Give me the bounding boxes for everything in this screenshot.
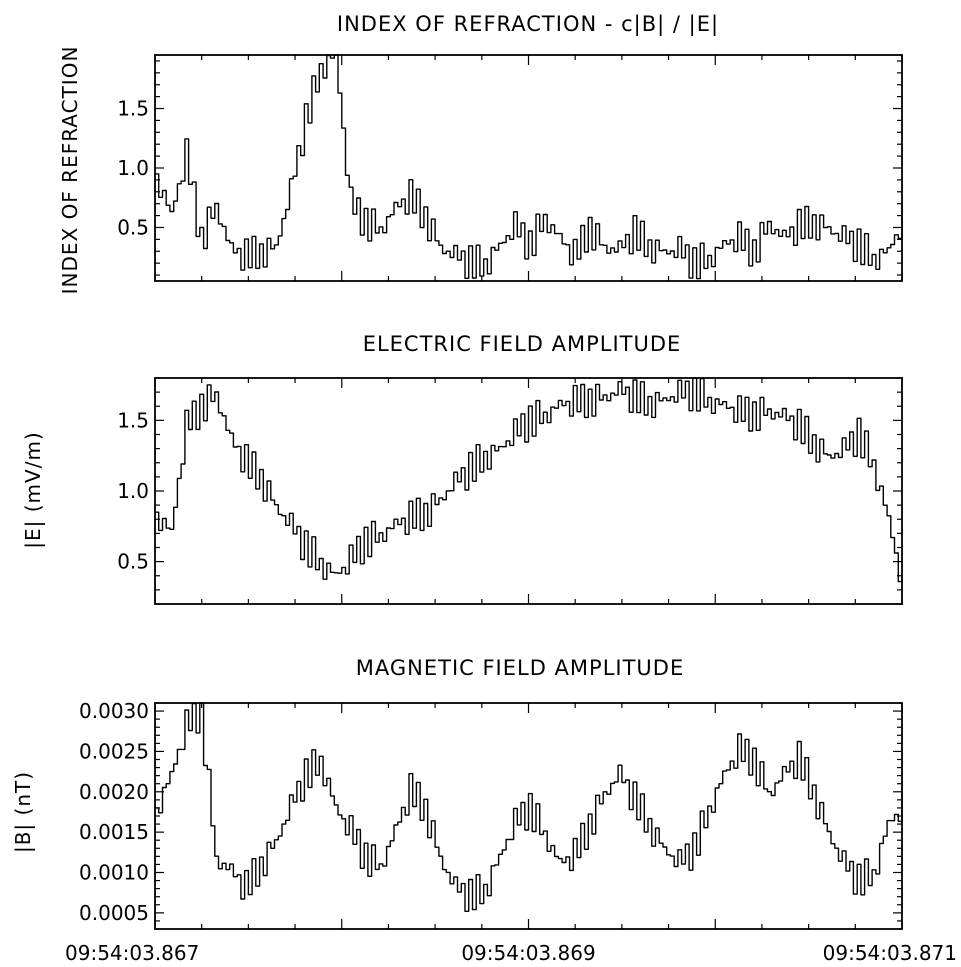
panel-electric-field: ELECTRIC FIELD AMPLITUDE |E| (mV/m) 0.5 1…	[21, 332, 903, 605]
y-tick-label: 0.5	[117, 550, 149, 574]
y-tick-labels: 0.5 1.0 1.5	[117, 97, 149, 240]
y-tick-labels: 0.0005 0.0010 0.0015 0.0020 0.0025 0.0030	[79, 699, 149, 925]
x-tick-label: 09:54:03.869	[461, 941, 595, 965]
y-tick-label: 1.5	[117, 97, 149, 121]
y-ticks	[155, 702, 902, 930]
y-axis-label: INDEX OF REFRACTION	[58, 46, 82, 295]
y-tick-label: 0.0015	[79, 820, 149, 844]
x-ticks	[154, 703, 903, 929]
y-tick-label: 0.0005	[79, 901, 149, 925]
chart-title: INDEX OF REFRACTION - c|B| / |E|	[337, 12, 719, 37]
x-tick-label: 09:54:03.871	[823, 941, 957, 965]
y-tick-label: 0.0030	[79, 699, 149, 723]
y-tick-label: 1.5	[117, 408, 149, 432]
y-tick-label: 0.0010	[79, 861, 149, 885]
panel-magnetic-field: MAGNETIC FIELD AMPLITUDE |B| (nT) 0.0005…	[11, 656, 957, 965]
x-tick-labels: 09:54:03.867 09:54:03.869 09:54:03.871	[65, 941, 957, 965]
series-line	[155, 377, 903, 583]
y-tick-label: 0.0020	[79, 780, 149, 804]
chart-title: ELECTRIC FIELD AMPLITUDE	[363, 332, 682, 356]
panel-index-of-refraction: INDEX OF REFRACTION - c|B| / |E| INDEX O…	[58, 12, 903, 295]
y-axis-label: |E| (mV/m)	[21, 431, 45, 548]
y-tick-label: 1.0	[117, 156, 149, 180]
y-tick-label: 0.0025	[79, 739, 149, 763]
series-line	[155, 702, 903, 912]
y-ticks	[155, 60, 902, 276]
y-axis-label: |B| (nT)	[11, 771, 35, 853]
chart-title: MAGNETIC FIELD AMPLITUDE	[356, 656, 685, 680]
y-tick-label: 1.0	[117, 479, 149, 503]
x-tick-label: 09:54:03.867	[65, 941, 199, 965]
x-ticks	[154, 55, 903, 281]
y-tick-label: 0.5	[117, 215, 149, 239]
series-line	[155, 54, 903, 280]
y-tick-labels: 0.5 1.0 1.5	[117, 408, 149, 573]
x-ticks	[154, 378, 903, 604]
